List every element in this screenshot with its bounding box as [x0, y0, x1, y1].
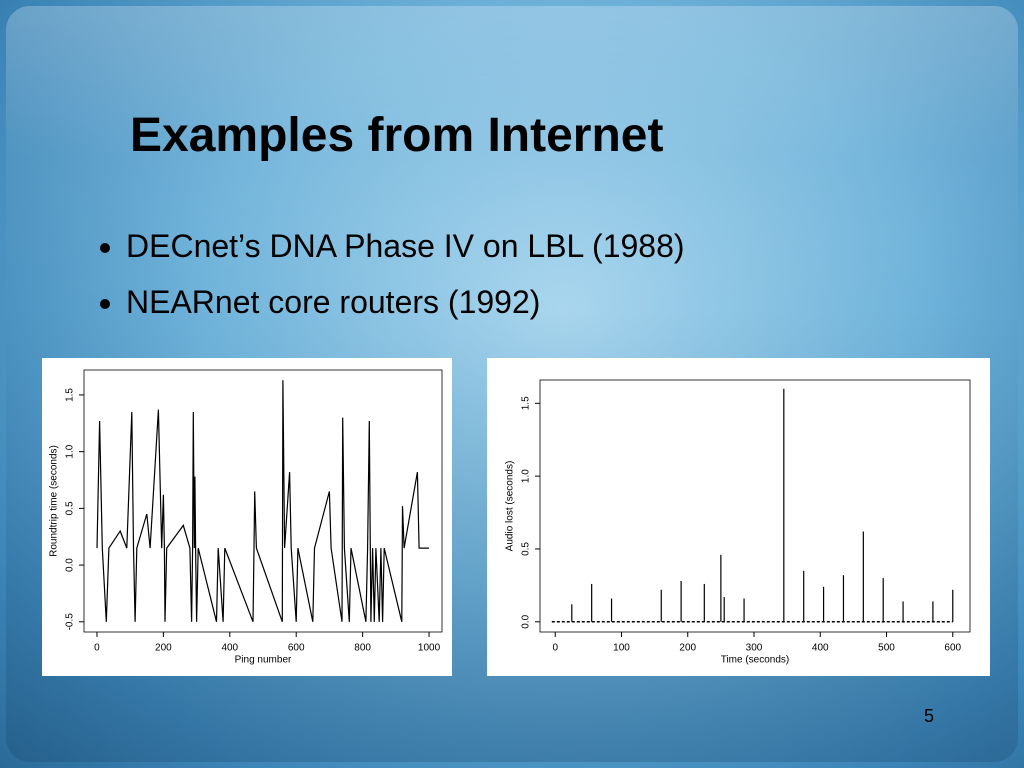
y-tick-label: 1.0 [521, 469, 532, 483]
x-tick-label: 600 [944, 643, 961, 654]
bullet: DECnet’s DNA Phase IV on LBL (1988) [126, 218, 685, 274]
chart-panel [487, 358, 990, 676]
y-tick-label: -0.5 [65, 613, 76, 631]
x-tick-label: 200 [155, 643, 172, 654]
x-tick-label: 100 [613, 643, 630, 654]
x-axis-label: Ping number [235, 655, 292, 666]
y-tick-label: 1.5 [65, 388, 76, 402]
data-line [96, 380, 429, 623]
x-tick-label: 1000 [418, 643, 441, 654]
bullet: NEARnet core routers (1992) [126, 274, 685, 330]
x-tick-label: 400 [812, 643, 829, 654]
x-tick-label: 400 [221, 643, 238, 654]
y-tick-label: 1.0 [65, 444, 76, 458]
x-axis-label: Time (seconds) [721, 655, 790, 666]
bullet-list: DECnet’s DNA Phase IV on LBL (1988) NEAR… [84, 218, 685, 330]
x-tick-label: 300 [746, 643, 763, 654]
plot-box [83, 369, 443, 633]
y-tick-label: 0.5 [521, 542, 532, 556]
y-axis-label: Audio lost (seconds) [505, 461, 516, 552]
slide-title: Examples from Internet [130, 109, 664, 162]
y-tick-label: 0.0 [65, 558, 76, 572]
y-tick-label: 0.5 [65, 501, 76, 515]
chart-panel [42, 358, 452, 676]
y-axis-label: Roundtrip time (seconds) [49, 445, 60, 557]
x-tick-label: 0 [552, 643, 558, 654]
y-tick-label: 0.0 [521, 614, 532, 628]
y-tick-label: 1.5 [521, 396, 532, 410]
x-tick-label: 0 [94, 643, 100, 654]
x-tick-label: 600 [288, 643, 305, 654]
x-tick-label: 500 [878, 643, 895, 654]
page-number: 5 [924, 706, 935, 726]
x-tick-label: 200 [679, 643, 696, 654]
plot-box [539, 379, 971, 633]
x-tick-label: 800 [354, 643, 371, 654]
